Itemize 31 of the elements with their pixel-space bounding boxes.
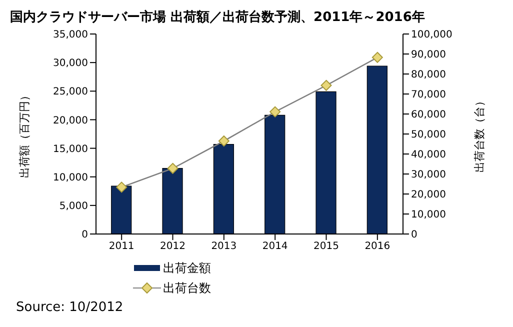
y-tick-label: 5,000 bbox=[59, 200, 88, 212]
y2-tick-label: 90,000 bbox=[411, 50, 446, 61]
y2-tick-label: 70,000 bbox=[411, 90, 446, 101]
y2-tick-label: 30,000 bbox=[411, 170, 446, 181]
y2-tick-label: 80,000 bbox=[411, 70, 446, 81]
x-tick-label: 2012 bbox=[160, 241, 186, 252]
x-tick-label: 2011 bbox=[108, 241, 134, 252]
y-tick-label: 10,000 bbox=[53, 172, 88, 184]
chart-title: 国内クラウドサーバー市場 出荷額／出荷台数予測、2011年～2016年 bbox=[9, 8, 426, 27]
y-tick-label: 25,000 bbox=[53, 86, 88, 98]
y2-tick-label: 100,000 bbox=[411, 30, 452, 41]
y-tick-label: 20,000 bbox=[53, 115, 88, 126]
y2-tick-label: 10,000 bbox=[411, 210, 446, 221]
legend-label: 出荷金額 bbox=[163, 260, 211, 276]
y-tick-label: 15,000 bbox=[53, 144, 88, 155]
y-axis-title: 出荷額（百万円） bbox=[18, 90, 31, 178]
y2-tick-label: 50,000 bbox=[411, 130, 446, 141]
y-tick-label: 35,000 bbox=[53, 30, 88, 41]
x-tick-label: 2016 bbox=[364, 241, 390, 252]
y-tick-label: 30,000 bbox=[53, 58, 88, 70]
y2-tick-label: 40,000 bbox=[411, 150, 446, 161]
y2-tick-label: 60,000 bbox=[411, 110, 446, 121]
y2-axis-title: 出荷台数（台） bbox=[472, 96, 486, 172]
source-note: Source: 10/2012 bbox=[15, 300, 124, 315]
y2-tick-label: 0 bbox=[411, 230, 418, 241]
x-tick-label: 2013 bbox=[211, 241, 237, 252]
y-tick-label: 0 bbox=[82, 230, 88, 241]
y2-tick-label: 20,000 bbox=[411, 190, 446, 201]
x-tick-label: 2014 bbox=[262, 241, 288, 252]
legend-label: 出荷台数 bbox=[163, 280, 211, 296]
x-tick-label: 2015 bbox=[314, 241, 339, 252]
